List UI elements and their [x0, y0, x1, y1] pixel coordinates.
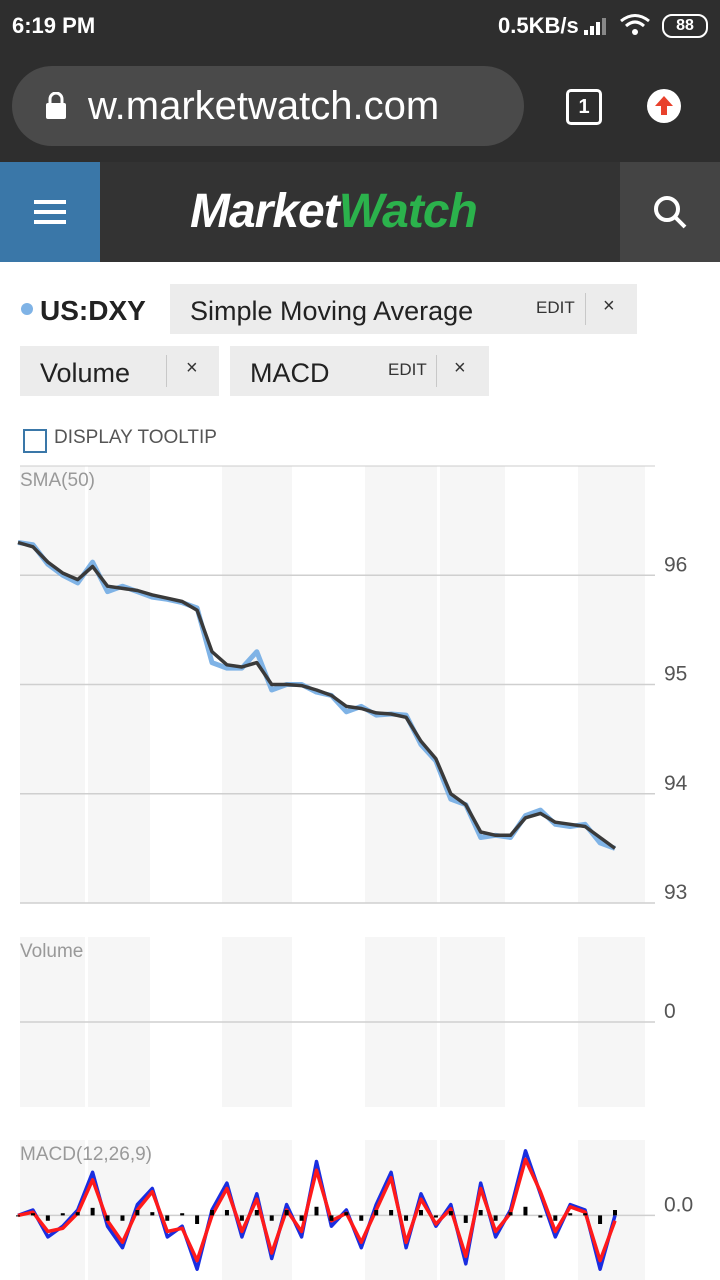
histogram-bar [284, 1210, 289, 1216]
histogram-bar [389, 1210, 394, 1216]
y-tick-label: 93 [664, 881, 687, 904]
separator [585, 293, 586, 325]
edit-button[interactable]: EDIT [388, 360, 427, 379]
histogram-bar [210, 1210, 215, 1216]
symbol: US:DXY [40, 295, 146, 326]
histogram-bar [239, 1215, 244, 1221]
logo-market: Market [190, 185, 340, 238]
panel-title: Volume [20, 941, 83, 962]
signal-icon [584, 18, 606, 35]
background-band [88, 1140, 150, 1280]
edit-button[interactable]: EDIT [536, 298, 575, 317]
histogram-bar [508, 1212, 513, 1216]
histogram-bar [493, 1215, 498, 1221]
url: w.marketwatch.com [88, 84, 440, 128]
histogram-bar [120, 1215, 125, 1221]
histogram-bar [75, 1212, 80, 1216]
histogram-bar [568, 1213, 573, 1216]
y-tick-label: 95 [664, 663, 687, 686]
tooltip-checkbox[interactable] [23, 429, 47, 453]
logo[interactable]: MarketWatch [190, 184, 478, 239]
panel-title: MACD(12,26,9) [20, 1144, 152, 1165]
logo-watch: Watch [338, 185, 478, 238]
y-tick-label: 94 [664, 772, 688, 795]
battery: 88 [662, 14, 708, 38]
histogram-bar [30, 1213, 35, 1216]
histogram-bar [224, 1210, 229, 1216]
indicator-chip: MACD EDIT × [230, 346, 489, 396]
search-icon [654, 196, 687, 229]
histogram-bar [254, 1210, 259, 1216]
histogram-bar [299, 1215, 304, 1221]
indicator-label: Volume [40, 358, 131, 388]
tab-count[interactable]: 1 [566, 89, 602, 125]
background-band [578, 1140, 645, 1280]
update-icon[interactable] [646, 88, 682, 124]
indicator-label: MACD [250, 358, 330, 388]
histogram-bar [418, 1210, 423, 1216]
histogram-bar [329, 1215, 334, 1221]
url-bar[interactable]: w.marketwatch.com [12, 66, 524, 146]
y-tick-label: 96 [664, 553, 687, 576]
indicator-label: Simple Moving Average [190, 296, 474, 326]
menu-icon [34, 200, 66, 224]
histogram-bar [60, 1213, 65, 1216]
histogram-bar [433, 1215, 438, 1218]
histogram-bar [523, 1206, 528, 1216]
histogram-bar [583, 1213, 588, 1216]
histogram-bar [135, 1210, 140, 1216]
histogram-bar [463, 1215, 468, 1223]
panel-title: SMA(50) [20, 470, 95, 491]
histogram-bar [598, 1215, 603, 1224]
histogram-bar [165, 1215, 170, 1221]
tooltip-label: DISPLAY TOOLTIP [54, 427, 217, 448]
histogram-bar [90, 1207, 95, 1216]
histogram-bar [105, 1215, 110, 1221]
histogram-bar [269, 1215, 274, 1221]
lock-icon [46, 92, 66, 119]
remove-button[interactable]: × [454, 357, 466, 379]
histogram-bar [359, 1215, 364, 1221]
network-speed: 0.5KB/s [498, 13, 579, 38]
histogram-bar [150, 1212, 155, 1216]
histogram-bar [613, 1210, 617, 1216]
y-tick-label: 0.0 [664, 1193, 693, 1216]
menu-button[interactable] [0, 162, 100, 262]
histogram-bar [314, 1206, 319, 1216]
histogram-bar [45, 1215, 50, 1221]
indicator-chip: Volume × [20, 346, 219, 396]
histogram-bar [16, 1215, 20, 1217]
histogram-bar [195, 1215, 200, 1224]
charts: 93 94 95 96 SMA(50) 0 Volume 0.0 MACD(12,26,9) [16, 465, 693, 1280]
histogram-bar [553, 1215, 558, 1221]
histogram-bar [180, 1213, 185, 1216]
search-button[interactable] [620, 162, 720, 262]
time: 6:19 PM [12, 13, 96, 38]
remove-button[interactable]: × [186, 357, 198, 379]
wifi-icon [620, 14, 650, 35]
separator [436, 355, 437, 387]
histogram-bar [344, 1212, 349, 1216]
status-bar: 6:19 PM 0.5KB/s 88 [0, 0, 720, 52]
browser-bar: w.marketwatch.com 1 [0, 52, 720, 162]
histogram-bar [448, 1211, 453, 1216]
indicator-chip: Simple Moving Average EDIT × [170, 284, 637, 334]
site-header: MarketWatch [0, 162, 720, 262]
histogram-bar [478, 1210, 483, 1216]
histogram-bar [374, 1210, 379, 1216]
separator [166, 355, 167, 387]
symbol-dot [21, 303, 33, 315]
series-line [17, 1157, 617, 1263]
histogram-bar [538, 1215, 543, 1218]
series-line [17, 540, 617, 850]
histogram-bar [404, 1215, 409, 1221]
remove-button[interactable]: × [603, 295, 615, 317]
y-tick-label: 0 [664, 1000, 676, 1023]
